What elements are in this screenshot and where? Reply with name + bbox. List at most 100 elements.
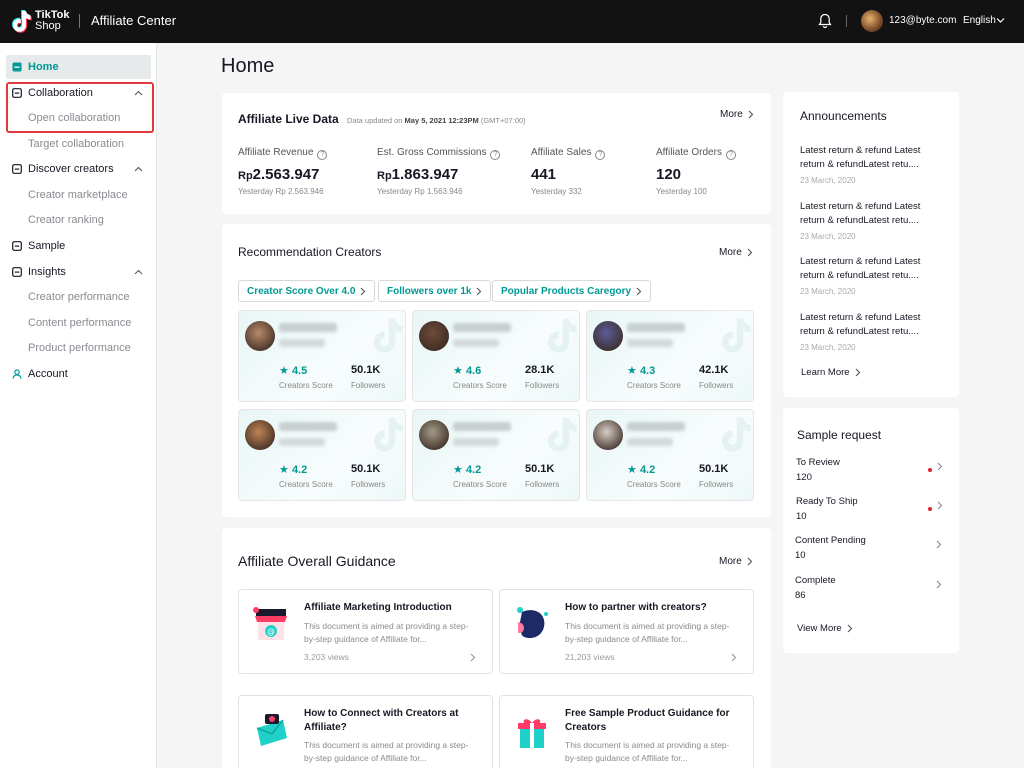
sidebar-subitem-open-collaboration[interactable]: Open collaboration	[28, 112, 121, 124]
star-icon: ★	[279, 464, 289, 476]
followers-value: 50.1K	[699, 463, 729, 475]
tiktok-watermark-icon	[547, 417, 577, 452]
creator-avatar	[419, 420, 449, 450]
sidebar-subitem-creator-marketplace[interactable]: Creator marketplace	[28, 189, 128, 201]
followers-label: Followers	[525, 480, 560, 489]
creator-card[interactable]: ★ 4.3 Creators Score 42.1K Followers	[586, 310, 754, 402]
score-label: Creators Score	[279, 480, 333, 489]
sidebar-subitem-creator-performance[interactable]: Creator performance	[28, 291, 130, 303]
filter-chip-creator-score[interactable]: Creator Score Over 4.0	[238, 280, 376, 302]
learn-more-link[interactable]: Learn More	[801, 367, 861, 378]
star-icon: ★	[279, 365, 289, 377]
svg-text:@: @	[267, 627, 275, 636]
sidebar-item-account[interactable]: Account	[6, 362, 151, 386]
chevron-right-icon[interactable]	[470, 653, 476, 662]
followers-value: 28.1K	[525, 364, 555, 376]
announcements-card	[783, 92, 959, 397]
creator-score: ★ 4.3	[627, 364, 655, 377]
live-data-more-link[interactable]: More	[720, 109, 754, 120]
chevron-right-icon	[936, 540, 942, 549]
announcement-item[interactable]: Latest return & refund Latest return & r…	[800, 255, 940, 296]
announcement-date: 23 March, 2020	[800, 343, 856, 352]
chip-label: Creator Score Over 4.0	[247, 286, 356, 297]
chevron-up-icon[interactable]	[134, 269, 143, 275]
followers-label: Followers	[351, 381, 386, 390]
creator-card[interactable]: ★ 4.2 Creators Score 50.1K Followers	[412, 409, 580, 501]
sidebar-subitem-target-collaboration[interactable]: Target collaboration	[28, 138, 125, 150]
sidebar-subitem-product-performance[interactable]: Product performance	[28, 342, 131, 354]
blurred-handle	[453, 438, 499, 446]
recommendation-more-link[interactable]: More	[719, 247, 753, 258]
view-more-link[interactable]: View More	[797, 623, 853, 634]
divider	[79, 14, 80, 28]
sidebar-item-discover-creators[interactable]: Discover creators	[6, 157, 151, 181]
view-more-label: View More	[797, 623, 842, 634]
status-count: 10	[796, 511, 807, 522]
guidance-more-link[interactable]: More	[719, 556, 753, 567]
info-icon[interactable]: ?	[595, 150, 606, 160]
sample-status-ready-to-ship[interactable]: Ready To Ship 10	[796, 496, 946, 522]
chevron-up-icon[interactable]	[134, 166, 143, 172]
creator-avatar	[593, 420, 623, 450]
info-icon[interactable]: ?	[725, 150, 736, 160]
creator-card[interactable]: ★ 4.5 Creators Score 50.1K Followers	[238, 310, 406, 402]
sample-status-content-pending[interactable]: Content Pending 10	[795, 535, 945, 561]
updated-prefix: Data updated on	[347, 116, 405, 125]
chevron-right-icon	[477, 287, 482, 296]
sidebar-subitem-content-performance[interactable]: Content performance	[28, 317, 132, 329]
bell-icon[interactable]	[818, 13, 832, 29]
user-avatar[interactable]	[861, 10, 883, 32]
sample-status-complete[interactable]: Complete 86	[795, 575, 945, 601]
chevron-up-icon[interactable]	[134, 90, 143, 96]
sidebar-subitem-creator-ranking[interactable]: Creator ranking	[28, 214, 104, 226]
metric-label: Affiliate Revenue	[238, 147, 314, 158]
guidance-item[interactable]: How to partner with creators? This docum…	[499, 589, 754, 674]
sample-status-to-review[interactable]: To Review 120	[796, 457, 946, 483]
sidebar-item-collaboration[interactable]: Collaboration	[6, 81, 151, 105]
learn-more-label: Learn More	[801, 367, 850, 378]
sidebar	[0, 43, 157, 768]
tiktok-shop-logo[interactable]: TikTok Shop	[10, 8, 72, 34]
chevron-right-icon	[936, 580, 942, 589]
gift-box-icon	[518, 719, 546, 748]
announcement-text: Latest return & refund Latest return & r…	[800, 312, 921, 337]
sample-icon	[12, 241, 22, 251]
filter-chip-popular-products[interactable]: Popular Products Caregory	[492, 280, 652, 302]
tiktok-watermark-icon	[373, 318, 403, 353]
creator-score: ★ 4.2	[627, 463, 655, 476]
announcement-item[interactable]: Latest return & refund Latest return & r…	[800, 144, 940, 185]
creator-card[interactable]: ★ 4.2 Creators Score 50.1K Followers	[238, 409, 406, 501]
language-selector[interactable]: English	[963, 15, 996, 26]
creator-card[interactable]: ★ 4.2 Creators Score 50.1K Followers	[586, 409, 754, 501]
sidebar-item-home[interactable]: Home	[6, 55, 151, 79]
filter-chip-followers[interactable]: Followers over 1k	[378, 280, 492, 302]
status-count: 120	[796, 472, 812, 483]
guidance-item[interactable]: How to Connect with Creators at Affiliat…	[238, 695, 493, 768]
creator-card[interactable]: ★ 4.6 Creators Score 28.1K Followers	[412, 310, 580, 402]
user-email[interactable]: 123@byte.com	[889, 15, 957, 26]
announcement-item[interactable]: Latest return & refund Latest return & r…	[800, 200, 940, 241]
score-value: 4.2	[465, 464, 482, 476]
chevron-right-icon	[937, 462, 943, 471]
guidance-item-title: How to Connect with Creators at Affiliat…	[304, 708, 459, 733]
sidebar-item-insights[interactable]: Insights	[6, 260, 151, 284]
updated-time: May 5, 2021 12:23PM	[404, 116, 479, 125]
metric-value: 1.863.947	[391, 166, 459, 183]
followers-value: 50.1K	[351, 463, 381, 475]
announcement-item[interactable]: Latest return & refund Latest return & r…	[800, 311, 940, 352]
chevron-right-icon	[748, 110, 754, 119]
info-icon[interactable]: ?	[317, 150, 328, 160]
more-label: More	[720, 109, 743, 120]
blurred-handle	[627, 339, 673, 347]
star-icon: ★	[453, 464, 463, 476]
sidebar-item-sample[interactable]: Sample	[6, 234, 151, 258]
guidance-item[interactable]: Free Sample Product Guidance for Creator…	[499, 695, 754, 768]
guidance-item[interactable]: @ Affiliate Marketing Introduction This …	[238, 589, 493, 674]
chevron-right-icon[interactable]	[731, 653, 737, 662]
info-icon[interactable]: ?	[490, 150, 501, 160]
creator-avatar	[245, 420, 275, 450]
page-title: Home	[221, 55, 275, 77]
guidance-item-views: 21,203 views	[565, 652, 615, 662]
metric-yesterday: Yesterday 100	[656, 187, 707, 196]
chevron-down-icon[interactable]	[996, 16, 1005, 24]
